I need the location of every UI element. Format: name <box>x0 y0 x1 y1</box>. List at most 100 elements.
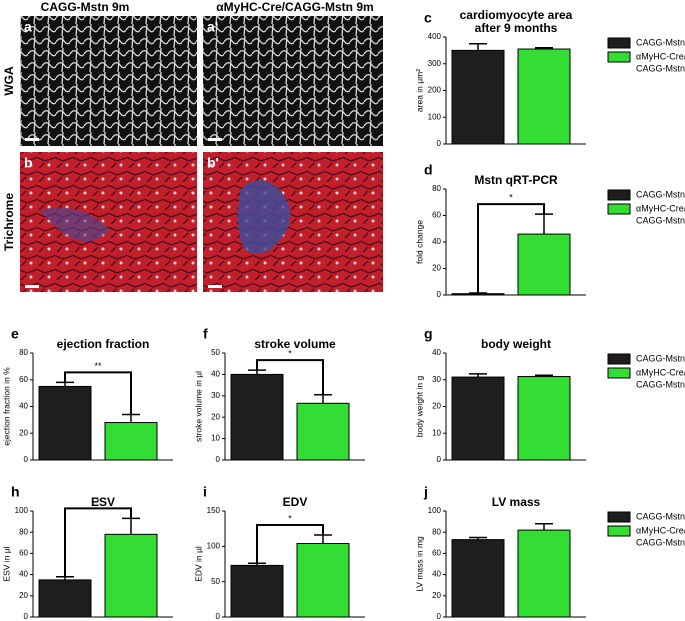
y-axis-label: LV mass in mg <box>414 536 424 592</box>
y-tick-label: 150 <box>207 506 221 515</box>
significance-label: * <box>509 193 513 203</box>
micrographs: CAGG-Mstn 9m αMyHC-Cre/CAGG-Mstn 9m WGA … <box>2 0 383 292</box>
legend-swatch <box>607 367 631 379</box>
y-axis-label: area in μm² <box>414 69 424 112</box>
error-bar <box>535 213 553 235</box>
legend-label: CAGG-Mstn <box>636 537 685 547</box>
legend-label: αMyHC-Cre/ <box>636 367 685 377</box>
error-bar <box>469 292 487 294</box>
legend-label: CAGG-Mstn <box>636 63 685 73</box>
scale-bar <box>25 285 39 288</box>
micrograph <box>20 16 197 146</box>
row-label: Trichrome <box>2 193 16 251</box>
chart-title: body weight <box>481 337 551 351</box>
legend-swatch <box>607 51 631 63</box>
y-tick-label: 100 <box>428 112 442 121</box>
micrograph <box>203 152 383 292</box>
bar <box>451 293 505 296</box>
panel-label: b <box>24 155 33 171</box>
significance-label: * <box>288 348 292 358</box>
y-tick-label: 60 <box>432 211 441 220</box>
y-tick-label: 20 <box>19 428 28 437</box>
y-tick-label: 30 <box>211 391 220 400</box>
y-tick-label: 80 <box>19 527 28 536</box>
scale-bar <box>208 285 222 288</box>
y-tick-label: 200 <box>428 86 442 95</box>
legend-label: αMyHC-Cre/ <box>636 525 685 535</box>
y-tick-label: 20 <box>19 591 28 600</box>
error-bar <box>535 374 553 377</box>
panel-label: j <box>423 484 428 500</box>
bar <box>451 539 505 618</box>
y-tick-label: 80 <box>432 527 441 536</box>
bar <box>451 376 505 461</box>
legend-swatch <box>607 189 631 201</box>
y-tick-label: 50 <box>211 577 220 586</box>
significance-bracket <box>477 203 545 294</box>
y-tick-label: 100 <box>15 506 29 515</box>
legend-label: αMyHC-Cre/ <box>636 203 685 213</box>
micrograph <box>203 16 383 146</box>
error-bar <box>535 522 553 531</box>
y-tick-label: 10 <box>432 428 441 437</box>
significance-bracket <box>64 371 132 415</box>
panel-label: f <box>203 326 208 342</box>
y-tick-label: 0 <box>216 455 221 464</box>
legend-label: CAGG-Mstn <box>636 189 685 199</box>
legend-label: CAGG-Mstn <box>636 353 685 363</box>
y-tick-label: 20 <box>432 402 441 411</box>
bar <box>38 385 92 461</box>
legend-label: αMyHC-Cre/ <box>636 51 685 61</box>
chart-title: ejection fraction <box>57 337 150 351</box>
y-axis-label: stroke volume in µl <box>193 371 203 442</box>
y-tick-label: 80 <box>19 348 28 357</box>
y-tick-label: 30 <box>432 375 441 384</box>
y-tick-label: 40 <box>432 237 441 246</box>
y-axis-label: ejection fraction in % <box>1 367 11 446</box>
chart-title: cardiomyocyte area <box>460 8 573 22</box>
significance-bracket <box>256 524 324 564</box>
y-tick-label: 20 <box>432 591 441 600</box>
legend-swatch <box>607 525 631 537</box>
error-bar <box>469 536 487 540</box>
error-bar <box>314 534 332 544</box>
legend-label: CAGG-Mstn <box>636 215 685 225</box>
chart-title: Mstn qRT-PCR <box>474 173 558 187</box>
panel-label: e <box>11 326 19 342</box>
y-tick-label: 400 <box>428 32 442 41</box>
bar <box>517 376 571 461</box>
bar <box>230 564 284 618</box>
y-tick-label: 0 <box>437 139 442 148</box>
y-tick-label: 60 <box>19 549 28 558</box>
y-tick-label: 20 <box>432 264 441 273</box>
y-tick-label: 0 <box>216 612 221 621</box>
error-bar <box>122 413 140 423</box>
y-tick-label: 0 <box>437 290 442 299</box>
significance-label: ** <box>94 361 102 371</box>
y-tick-label: 60 <box>432 549 441 558</box>
column-label: CAGG-Mstn 9m <box>41 0 130 14</box>
panel-label: a' <box>207 19 218 35</box>
micrograph <box>20 152 197 292</box>
bar <box>517 48 571 145</box>
panel-label: c <box>424 10 432 26</box>
bar <box>517 529 571 618</box>
significance-label: * <box>96 497 100 507</box>
y-tick-label: 0 <box>24 455 29 464</box>
bar <box>104 422 158 461</box>
y-axis-label: fold change <box>414 220 424 264</box>
bar <box>38 579 92 618</box>
legend-label: CAGG-Mstn <box>636 37 685 47</box>
fibrosis-area <box>40 207 110 242</box>
significance-bracket <box>64 507 132 577</box>
error-bar <box>122 517 140 535</box>
significance-bracket <box>256 359 324 395</box>
y-tick-label: 40 <box>19 570 28 579</box>
bar <box>104 533 158 618</box>
legend-label: CAGG-Mstn <box>636 379 685 389</box>
legend-swatch <box>607 353 631 365</box>
bar <box>517 233 571 296</box>
panel-label: a <box>24 19 32 35</box>
error-bar <box>314 393 332 404</box>
column-label: αMyHC-Cre/CAGG-Mstn 9m <box>216 0 373 14</box>
